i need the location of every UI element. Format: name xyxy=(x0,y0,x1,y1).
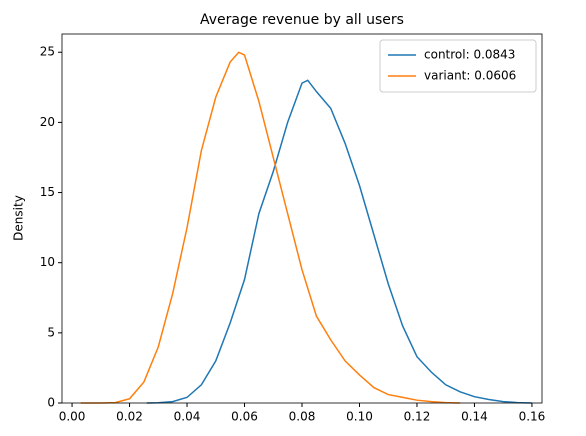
y-tick-label: 0 xyxy=(47,396,55,410)
legend-label: control: 0.0843 xyxy=(424,48,515,62)
legend-label: variant: 0.0606 xyxy=(424,69,516,83)
series-line xyxy=(146,79,532,404)
x-tick-label: 0.08 xyxy=(289,410,316,424)
x-tick-label: 0.06 xyxy=(231,410,258,424)
plot-frame xyxy=(61,33,543,404)
x-tick-label: 0.14 xyxy=(461,410,488,424)
chart-title: Average revenue by all users xyxy=(200,12,404,28)
y-tick-label: 20 xyxy=(40,115,55,129)
x-tick-label: 0.10 xyxy=(346,410,373,424)
x-tick-label: 0.16 xyxy=(519,410,546,424)
y-tick-label: 15 xyxy=(40,185,55,199)
y-tick-label: 10 xyxy=(40,255,55,269)
legend-box xyxy=(379,39,537,93)
x-tick-label: 0.00 xyxy=(59,410,86,424)
x-tick-label: 0.02 xyxy=(116,410,143,424)
y-tick-label: 25 xyxy=(40,45,55,59)
x-tick-label: 0.12 xyxy=(404,410,431,424)
series-line xyxy=(80,51,461,404)
y-axis-label: Density xyxy=(12,195,26,241)
y-tick-label: 5 xyxy=(47,325,55,339)
x-tick-label: 0.04 xyxy=(174,410,201,424)
